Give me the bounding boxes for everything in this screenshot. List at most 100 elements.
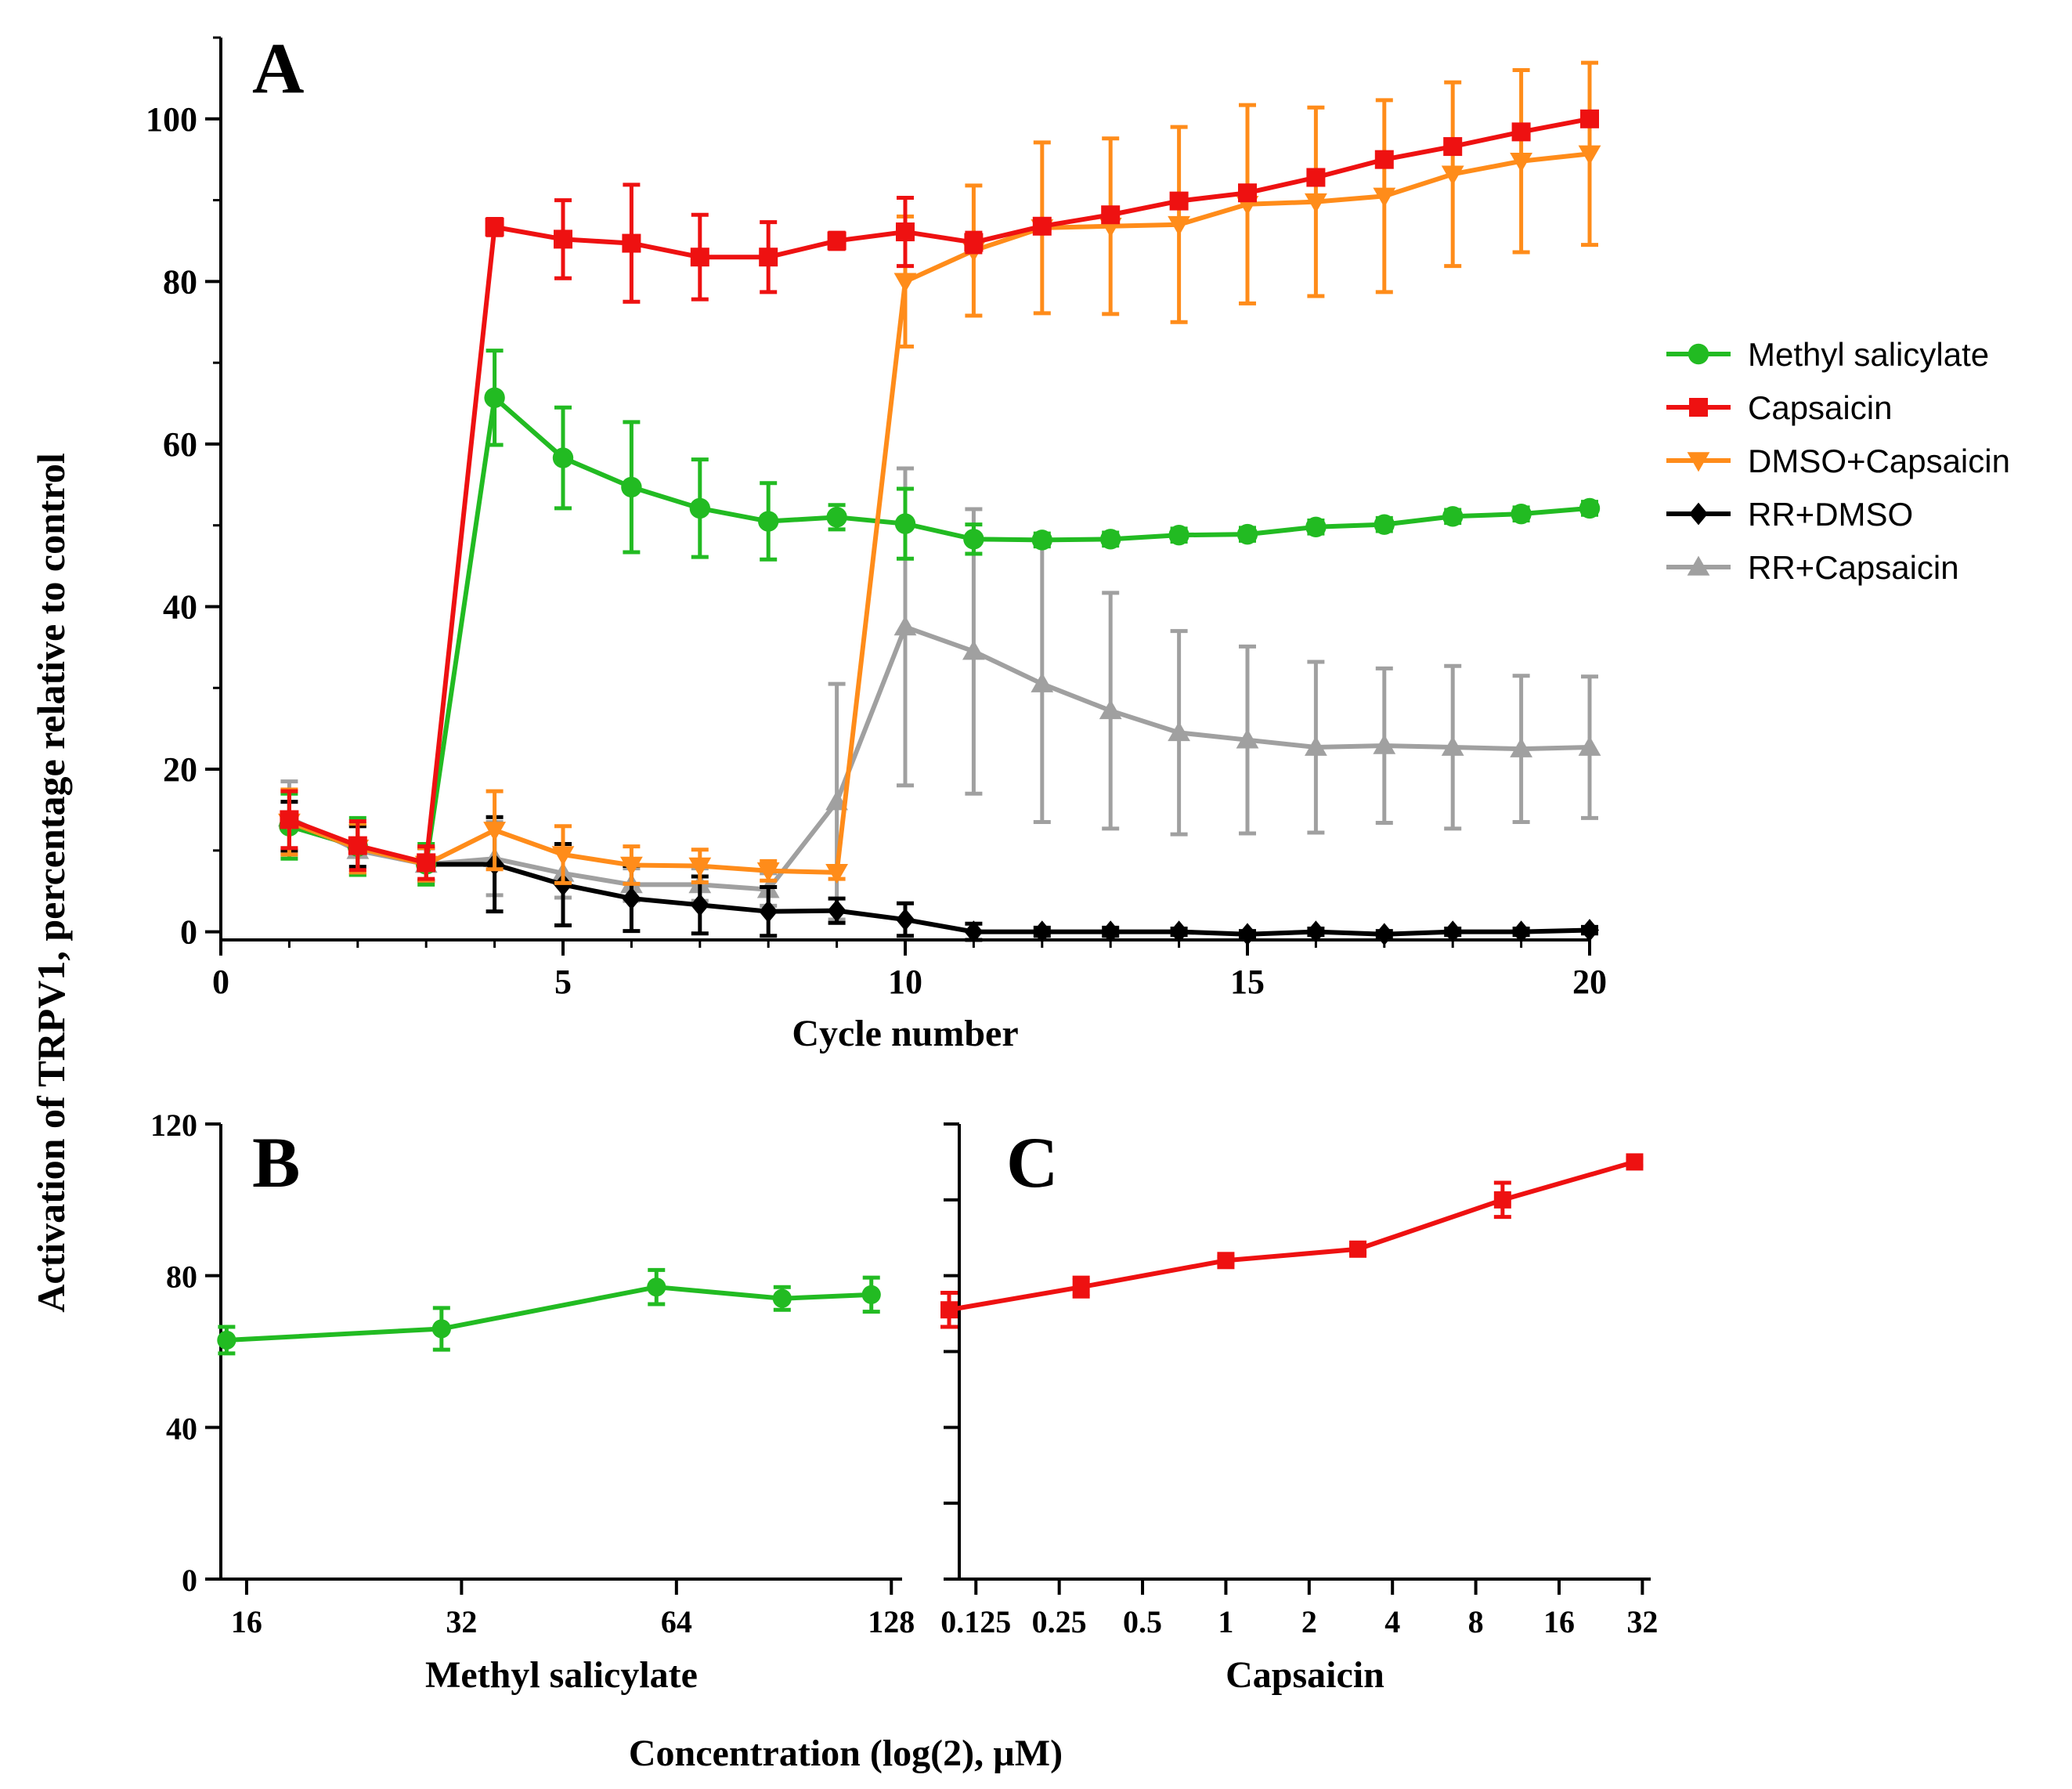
panel-a-data-point [1441,165,1464,186]
panel-a-data-point [1305,193,1327,214]
legend-item-rr-capsaicin: RR+Capsaicin [1666,549,1959,586]
panel-a-x-tick-label: 10 [888,963,922,1001]
panel-a-data-point [1238,183,1257,203]
panel-c-x-tick-label: 8 [1468,1604,1484,1639]
panel-a-data-point [620,856,643,876]
panel-c-data-point [1626,1153,1644,1171]
panel-c-x-tick-label: 0.25 [1032,1604,1087,1639]
panel-a-data-point [1169,191,1189,211]
panel-c-data-point [1072,1278,1090,1296]
panel-c-x-tick-label: 1 [1218,1604,1233,1639]
panel-a-y-tick-label: 60 [163,425,197,464]
legend-label: RR+Capsaicin [1748,549,1959,586]
panel-a-data-point [1441,735,1464,756]
panel-a-data-point [962,640,985,660]
panel-a-data-point [1580,109,1599,128]
panel-a-data-point [280,810,299,829]
panel-a-data-point [484,387,505,408]
panel-a-data-point [964,920,984,944]
panel-a-series-rr-dmso [280,800,1599,946]
panel-a-data-point [348,836,367,855]
legend-swatch-marker [1689,502,1708,526]
legend-item-capsaicin: Capsaicin [1666,389,1892,426]
panel-a-data-point [1374,923,1394,946]
panel-a-data-point [825,864,848,884]
legend-label: DMSO+Capsaicin [1748,443,2010,479]
panel-c-x-tick-label: 32 [1626,1604,1658,1639]
panel-a-series-dmso-capsaicin [278,60,1601,886]
panel-a-data-point [1236,523,1258,545]
panel-a-data-point [1579,497,1601,519]
panel-c-data-point [1349,1240,1367,1258]
panel-a-data-point [1373,187,1396,208]
panel-a-y-tick-label: 0 [180,913,197,952]
panel-a-data-point [1032,920,1052,944]
panel-a-data-point [622,233,641,253]
panel-a-data-point [1580,919,1599,941]
legend-label: Capsaicin [1748,389,1892,426]
panel-a-data-point [1373,734,1396,754]
panel-a-series-line-capsaicin [288,116,1590,866]
panel-a-data-point [690,893,709,916]
panel-a-data-point [1443,137,1463,157]
panel-a-data-point [1168,721,1190,742]
panel-b-x-tick-label: 128 [868,1604,915,1639]
panel-a-x-tick-label: 5 [554,963,572,1001]
panel-b-y-tick-label: 40 [166,1411,197,1446]
panel-a-data-point [554,229,572,249]
panel-a-data-point [688,857,712,877]
panel-a-data-point [621,476,642,498]
legend: Methyl salicylate Capsaicin DMSO+Capsaicin… [1666,336,2010,586]
panel-a-data-point [1578,735,1601,756]
panel-a-data-point [1442,506,1464,527]
panel-a-data-point [1511,122,1531,142]
panel-a-chart: A Cycle number 0 5 10 15 20 0 20 40 60 80 100 [146,28,1607,1054]
panel-b-data-point [431,1319,451,1339]
panel-a-data-point [1511,920,1531,944]
legend-swatch-marker [1687,555,1710,576]
panel-a-data-point [552,447,574,468]
panel-a-data-point [485,217,504,237]
panel-a-data-point [690,248,709,267]
panel-a-data-point [1032,216,1052,236]
legend-label: Methyl salicylate [1748,336,1989,373]
panel-a-data-point [1374,150,1394,169]
panel-b-data-point [647,1278,666,1297]
panel-b-x-tick-label: 32 [446,1604,477,1639]
panel-a-series-line-dmso-capsaicin [288,151,1590,875]
panel-a-data-point [1511,503,1532,525]
panel-a-letter: A [252,28,304,108]
panel-a-data-point [1305,735,1327,756]
panel-c-x-tick-label: 2 [1301,1604,1317,1639]
panel-b-series-methyl-salicylate [217,1267,881,1356]
panel-c-data-point [1217,1252,1235,1270]
panel-a-x-tick-label: 15 [1230,963,1265,1001]
panel-a-y-tick-label: 20 [163,750,197,789]
panel-a-data-point [1306,168,1326,187]
panel-b-x-label: Methyl salicylate [425,1654,698,1696]
panel-a-series-line-rr-dmso [288,823,1590,937]
panel-a-data-point [622,887,641,910]
panel-b-data-point [861,1285,881,1304]
panel-a-data-point [758,511,779,532]
panel-a-data-point [893,616,917,636]
panel-a-data-point [894,513,916,534]
figure-y-axis-label: Activation of TRPV1, percentage relative… [29,453,73,1313]
panel-a-data-point [1099,699,1122,720]
panel-a-data-point [1236,728,1259,749]
panel-c-series-line-capsaicin [948,1159,1636,1313]
panel-b-data-point [217,1330,236,1350]
panel-a-data-point [1443,920,1463,944]
panel-c-x-label: Capsaicin [1226,1654,1384,1696]
panel-c-data-point [1493,1191,1511,1209]
panel-a-data-point [759,900,778,923]
panel-c-x-tick-label: 16 [1543,1604,1575,1639]
panel-a-x-label: Cycle number [792,1013,1018,1054]
legend-swatch-marker [1689,398,1708,417]
panel-a-x-tick-label: 0 [212,963,229,1001]
panel-a-data-point [483,822,506,842]
panel-a-data-point [1031,672,1054,692]
panel-a-data-point [1100,529,1121,550]
panel-a-data-point [1510,152,1532,173]
